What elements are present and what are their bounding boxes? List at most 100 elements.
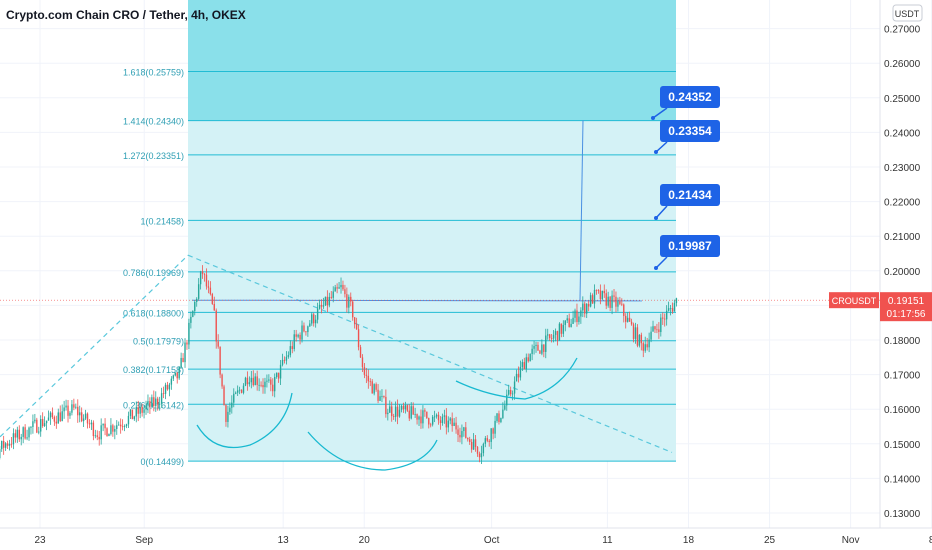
x-tick-label: 18 [683, 535, 695, 546]
cup-arcs [196, 357, 578, 471]
candle-body [77, 406, 79, 416]
downtrend-line [187, 254, 673, 454]
candle-body [640, 334, 643, 344]
candle-body [219, 346, 221, 375]
candle-body [352, 301, 354, 318]
candle-body [385, 396, 387, 415]
candle-body [246, 377, 249, 385]
price-axis[interactable]: 0.13000 0.14000 0.15000 0.16000 0.17000 0.180… [0, 0, 932, 528]
target-box [660, 235, 720, 257]
candle-body [244, 377, 247, 386]
candle-body [143, 409, 145, 413]
x-tick-label: 25 [764, 535, 776, 546]
candle-body [213, 303, 215, 311]
target-label: 0.24352 [668, 90, 712, 104]
candle-body [439, 420, 442, 424]
candle-body [71, 404, 73, 413]
candle-body [192, 310, 194, 317]
candle-body [500, 417, 502, 422]
candle-body [69, 412, 71, 416]
candle-body [630, 321, 633, 325]
candle-body [275, 372, 278, 377]
candle-body [121, 426, 124, 428]
candle-body [591, 295, 594, 304]
candle-body [73, 404, 75, 408]
candle-body [611, 295, 613, 308]
candle-body [242, 385, 245, 393]
candle-body [285, 356, 288, 361]
candle-body [420, 416, 422, 424]
candle-body [215, 310, 217, 342]
candle-body [225, 405, 227, 422]
candle-body [638, 334, 641, 346]
fib-label: 1.414(0.24340) [123, 117, 184, 127]
projection-line [579, 120, 584, 301]
candle-body [562, 324, 565, 334]
target-pointer [655, 205, 668, 219]
candle-body [457, 429, 459, 435]
candle-body [589, 295, 592, 307]
candle-body [307, 326, 309, 333]
candle-body [504, 405, 506, 410]
candle-body [389, 406, 391, 413]
candle-body [190, 316, 192, 323]
candle-body [469, 439, 471, 442]
candle-body [511, 393, 514, 395]
candle-body [414, 414, 416, 415]
candle-body [118, 424, 120, 426]
candle-body [548, 334, 551, 339]
candle-body [59, 412, 61, 422]
candle-body [158, 403, 161, 405]
candle-body [41, 418, 44, 427]
candle-body [328, 296, 331, 306]
candle-body [634, 327, 637, 339]
candle-body [531, 348, 533, 354]
candle-body [431, 416, 434, 425]
candle-body [480, 453, 483, 458]
candle-body [1, 440, 3, 450]
target-label: 0.23354 [668, 124, 712, 138]
candle-body [268, 379, 270, 381]
candle-body [199, 271, 202, 285]
candle-body [365, 374, 368, 376]
target-dot [654, 266, 658, 270]
target-box [660, 184, 720, 206]
candle-body [357, 329, 360, 348]
candle-body [441, 416, 444, 424]
candle-body [313, 314, 315, 324]
candle-body [166, 384, 169, 390]
candle-body [521, 362, 524, 367]
candle-body [445, 415, 448, 428]
candle-body [597, 290, 600, 291]
time-axis[interactable]: 23Sep1320Oct111825Nov815 [0, 527, 932, 546]
candle-body [65, 405, 67, 408]
candle-body [211, 294, 214, 304]
candle-body [223, 386, 225, 406]
candle-body [359, 347, 362, 358]
candle-body [377, 389, 379, 401]
candle-body [599, 290, 602, 300]
candle-body [125, 424, 128, 427]
fib-label: 1.272(0.23351) [123, 151, 184, 161]
candle-body [291, 346, 293, 350]
candle-body [398, 409, 401, 417]
candle-body [2, 440, 5, 448]
candle-body [545, 335, 547, 352]
candle-body [658, 329, 660, 333]
candle-body [305, 331, 307, 333]
candle-body [400, 405, 403, 410]
target-label: 0.21434 [668, 188, 712, 202]
candle-body [615, 296, 617, 307]
candle-body [248, 382, 251, 385]
candle-body [391, 406, 393, 417]
candle-body [465, 427, 467, 438]
candle-body [250, 377, 253, 383]
candle-body [262, 384, 264, 388]
candle-body [164, 384, 167, 394]
candle-body [488, 440, 490, 442]
candle-body [157, 398, 159, 405]
target-callouts: 0.19987 0.21434 0.23354 0.24352 [651, 86, 720, 270]
y-tick-label: 0.18000 [884, 336, 921, 347]
candle-body [295, 334, 297, 337]
